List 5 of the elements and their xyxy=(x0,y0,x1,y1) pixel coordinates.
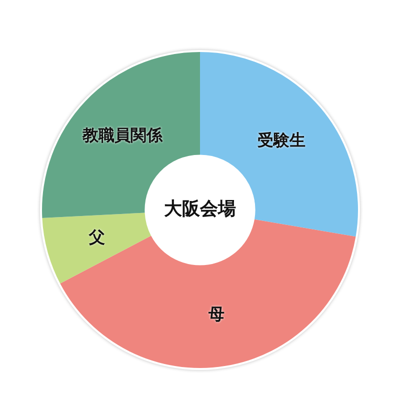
text: 大阪会場 xyxy=(163,198,236,220)
slice-label: 教職員関係 xyxy=(82,126,164,145)
slice-label: 受験生 xyxy=(256,130,306,150)
slice-label: 父 xyxy=(88,227,106,246)
slice-label: 母 xyxy=(208,304,225,324)
